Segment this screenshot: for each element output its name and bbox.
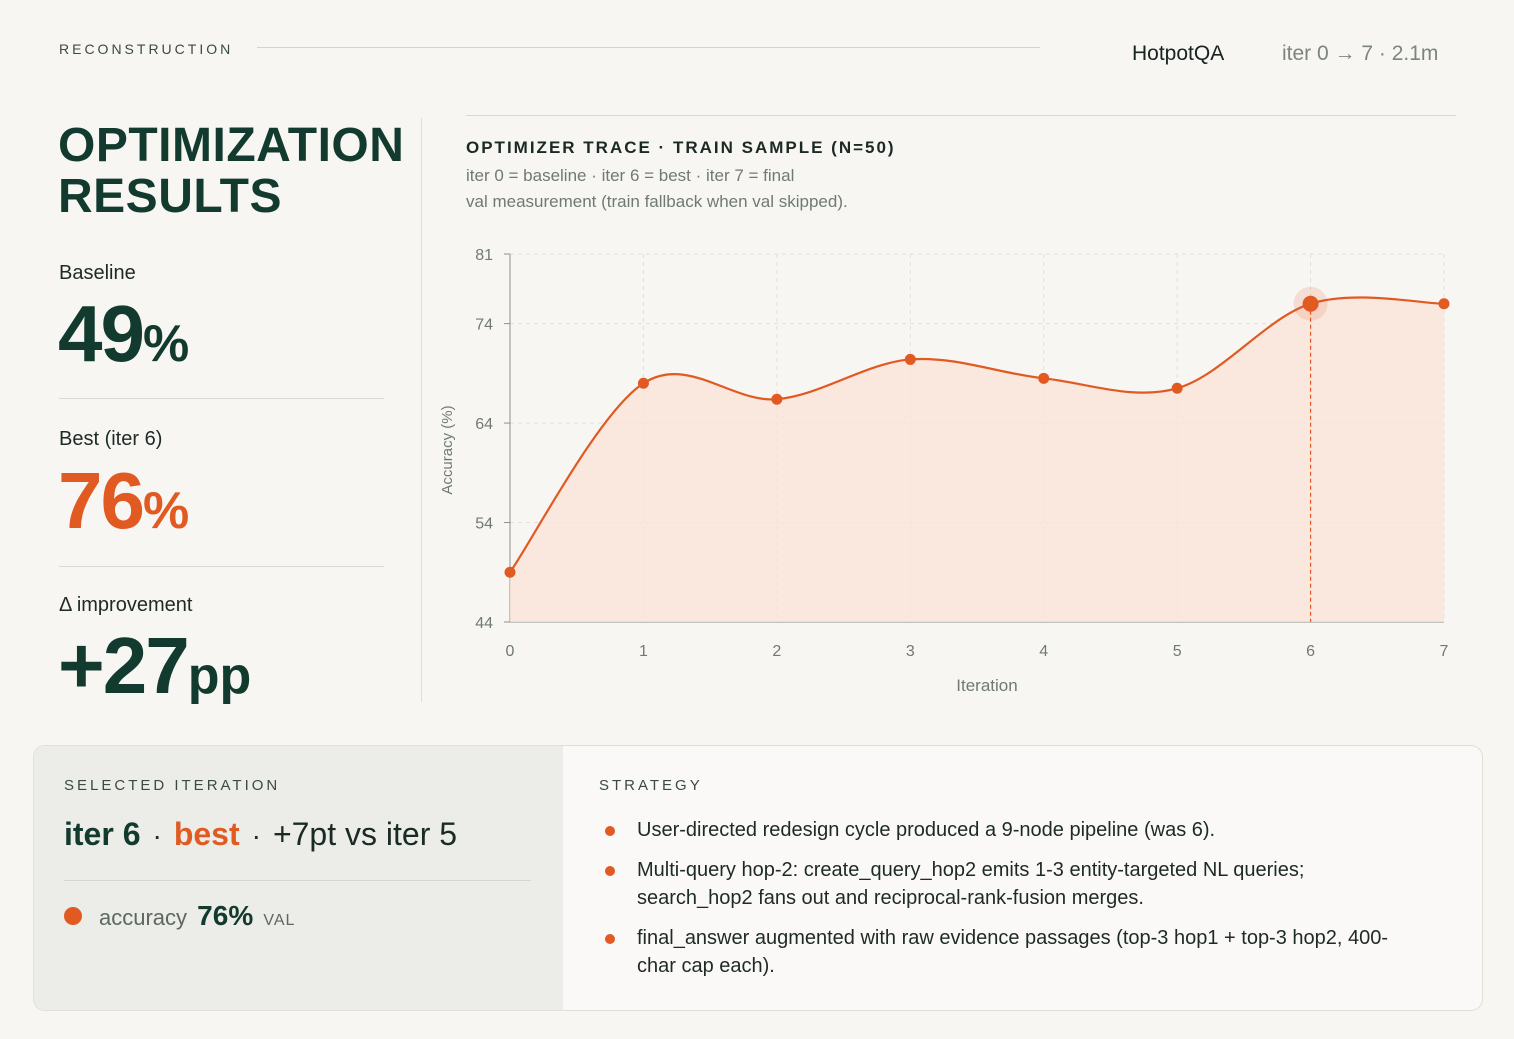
delta-unit: pp — [187, 647, 252, 705]
strategy-item: Multi-query hop-2: create_query_hop2 emi… — [599, 856, 1419, 912]
baseline-number: 49 — [58, 289, 145, 378]
x-tick-label: 0 — [506, 643, 515, 660]
chart-subtitle-2: val measurement (train fallback when val… — [466, 192, 848, 211]
y-tick-label: 54 — [475, 516, 493, 533]
x-tick-label: 5 — [1173, 643, 1182, 660]
data-point — [771, 393, 783, 405]
stat-divider — [59, 398, 384, 399]
chart-rule — [466, 115, 1456, 116]
accuracy-value: 76% — [197, 900, 254, 931]
strategy-text: Multi-query hop-2: create_query_hop2 emi… — [637, 859, 1305, 909]
page-title-line-2: RESULTS — [58, 170, 282, 223]
dataset-name: HotpotQA — [1132, 42, 1225, 65]
data-point — [637, 377, 649, 389]
strategy-item: final_answer augmented with raw evidence… — [599, 924, 1419, 980]
vs-previous: +7pt vs iter 5 — [272, 816, 458, 852]
page-title-line-1: OPTIMIZATION — [58, 119, 405, 172]
y-axis-label: Accuracy (%) — [439, 405, 456, 494]
y-tick-label: 44 — [475, 615, 493, 632]
stat-divider — [59, 566, 384, 567]
selected-iteration-summary: iter 6 · best · +7pt vs iter 5 — [64, 816, 457, 853]
strategy-text: final_answer augmented with raw evidence… — [637, 927, 1389, 977]
y-tick-label: 64 — [475, 416, 493, 433]
x-tick-label: 4 — [1039, 643, 1048, 660]
panel-divider — [64, 880, 531, 881]
x-tick-label: 3 — [906, 643, 915, 660]
x-axis-label: Iteration — [956, 676, 1017, 695]
column-divider — [421, 118, 422, 702]
x-tick-label: 2 — [772, 643, 781, 660]
best-value: 76% — [58, 455, 189, 547]
area-fill — [510, 297, 1444, 622]
best-badge: best — [173, 816, 240, 852]
separator-dot: · — [152, 820, 162, 851]
strategy-item: User-directed redesign cycle produced a … — [599, 816, 1419, 844]
accuracy-label: accuracy — [99, 905, 188, 930]
iteration-range: iter 0 → 7 · 2.1m — [1282, 42, 1439, 65]
best-label: Best (iter 6) — [59, 428, 163, 450]
strategy-eyebrow: STRATEGY — [599, 777, 703, 794]
y-tick-label: 81 — [475, 247, 493, 264]
delta-value: +27pp — [58, 620, 251, 712]
strategy-text: User-directed redesign cycle produced a … — [637, 819, 1216, 841]
data-point — [504, 566, 516, 578]
baseline-value: 49% — [58, 288, 189, 380]
chart-subtitle-1: iter 0 = baseline · iter 6 = best · iter… — [466, 166, 795, 185]
header-rule — [257, 47, 1040, 48]
data-point — [1302, 295, 1319, 312]
y-tick-label: 74 — [475, 317, 493, 334]
reconstruction-eyebrow: RECONSTRUCTION — [59, 41, 234, 57]
data-point — [1171, 382, 1183, 394]
data-point — [1438, 298, 1450, 310]
accuracy-tag: VAL — [263, 912, 296, 929]
best-unit: % — [142, 482, 190, 540]
accuracy-readout: accuracy 76% VAL — [99, 900, 295, 932]
data-point — [1038, 372, 1050, 384]
data-point — [904, 353, 916, 365]
delta-number: +27 — [58, 621, 190, 710]
accuracy-chart: 44 54 64 74 81 0 1 2 3 4 5 6 7 Iteration Accuracy (%) — [439, 247, 1450, 695]
x-tick-label: 6 — [1306, 643, 1315, 660]
baseline-label: Baseline — [59, 262, 136, 284]
best-number: 76 — [58, 456, 145, 545]
bullet-icon — [605, 866, 615, 876]
selected-iteration-panel: SELECTED ITERATION iter 6 · best · +7pt vs i… — [33, 745, 1483, 1011]
x-tick-label: 1 — [639, 643, 648, 660]
selected-iter: iter 6 — [64, 816, 141, 852]
selected-iteration-section: SELECTED ITERATION iter 6 · best · +7pt vs i… — [34, 746, 563, 1010]
delta-label: Δ improvement — [59, 594, 193, 616]
x-tick-label: 7 — [1440, 643, 1449, 660]
strategy-list: User-directed redesign cycle produced a … — [599, 816, 1419, 992]
baseline-unit: % — [142, 315, 190, 373]
page-title: OPTIMIZATION RESULTS — [58, 120, 404, 222]
chart-title: OPTIMIZER TRACE · TRAIN SAMPLE (N=50) — [466, 138, 896, 157]
bullet-icon — [605, 934, 615, 944]
separator-dot: · — [251, 820, 261, 851]
accuracy-dot-icon — [64, 907, 82, 925]
selected-iteration-eyebrow: SELECTED ITERATION — [64, 777, 281, 794]
bullet-icon — [605, 826, 615, 836]
